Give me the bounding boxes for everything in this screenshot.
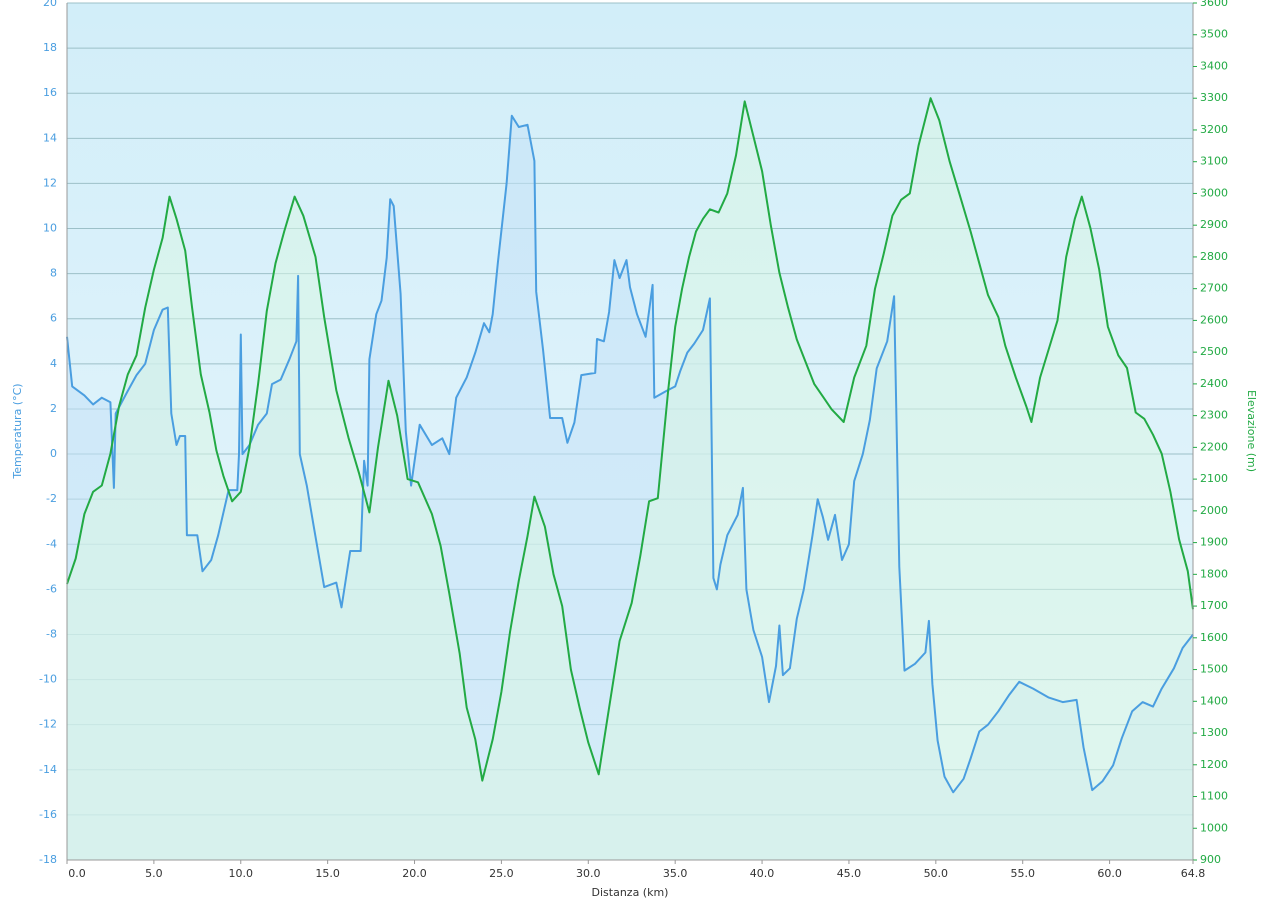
y2-tick-label: 3200	[1200, 123, 1228, 136]
y-tick-label: 8	[50, 267, 57, 280]
x-tick-label: 10.0	[229, 867, 254, 880]
y-tick-label: -2	[46, 492, 57, 505]
y2-tick-label: 2500	[1200, 345, 1228, 358]
y2-tick-label: 3000	[1200, 186, 1228, 199]
y-tick-label: -14	[39, 763, 57, 776]
y-tick-label: 2	[50, 402, 57, 415]
y-tick-label: -18	[39, 853, 57, 866]
y2-tick-label: 1100	[1200, 790, 1228, 803]
x-tick-label: 60.0	[1097, 867, 1122, 880]
y-tick-label: 6	[50, 312, 57, 325]
line	[66, 97, 1194, 782]
y-tick-label: 4	[50, 357, 57, 370]
x-tick-label: 55.0	[1010, 867, 1035, 880]
y2-tick-label: 900	[1200, 853, 1221, 866]
y-tick-label: -16	[39, 808, 57, 821]
y-tick-label: -10	[39, 673, 57, 686]
y-tick-label: 10	[43, 222, 57, 235]
y-tick-label: 16	[43, 86, 57, 99]
y-tick-label: 0	[50, 447, 57, 460]
y2-tick-label: 3100	[1200, 155, 1228, 168]
y2-tick-label: 3500	[1200, 28, 1228, 41]
x-tick-label: 45.0	[837, 867, 862, 880]
y-tick-label: -4	[46, 537, 57, 550]
line	[66, 114, 1194, 794]
y2-tick-label: 1500	[1200, 663, 1228, 676]
y2-tick-label: 2900	[1200, 218, 1228, 231]
y2-tick-label: 2800	[1200, 250, 1228, 263]
y2-tick-label: 2300	[1200, 409, 1228, 422]
y2-tick-label: 1900	[1200, 536, 1228, 549]
y-tick-label: -12	[39, 718, 57, 731]
x-tick-label: 20.0	[402, 867, 427, 880]
x-tick-label: 0.0	[68, 867, 86, 880]
y2-tick-label: 2200	[1200, 440, 1228, 453]
x-tick-label: 64.8	[1181, 867, 1206, 880]
y2-tick-label: 2100	[1200, 472, 1228, 485]
y2-tick-label: 1600	[1200, 631, 1228, 644]
x-tick-label: 5.0	[145, 867, 163, 880]
x-tick-label: 25.0	[489, 867, 514, 880]
y-tick-label: 18	[43, 41, 57, 54]
y2-tick-label: 2700	[1200, 282, 1228, 295]
x-tick-label: 35.0	[663, 867, 688, 880]
y2-axis-label: Elevazione (m)	[1245, 390, 1258, 472]
y2-tick-label: 1800	[1200, 567, 1228, 580]
y2-tick-label: 1700	[1200, 599, 1228, 612]
y2-tick-label: 2000	[1200, 504, 1228, 517]
y2-tick-label: 1400	[1200, 694, 1228, 707]
y2-tick-label: 3300	[1200, 91, 1228, 104]
area	[67, 98, 1193, 860]
y-tick-label: 20	[43, 0, 57, 9]
x-tick-label: 15.0	[315, 867, 340, 880]
y2-tick-label: 1000	[1200, 821, 1228, 834]
y2-tick-label: 1200	[1200, 758, 1228, 771]
y-axis-label: Temperatura (°C)	[11, 383, 24, 479]
y2-tick-label: 3400	[1200, 59, 1228, 72]
x-axis-label: Distanza (km)	[592, 886, 669, 899]
x-tick-label: 30.0	[576, 867, 601, 880]
y2-tick-label: 2600	[1200, 313, 1228, 326]
y2-tick-label: 2400	[1200, 377, 1228, 390]
y-tick-label: 14	[43, 131, 57, 144]
y2-tick-label: 3600	[1200, 0, 1228, 9]
y-tick-label: -8	[46, 627, 57, 640]
y2-tick-label: 1300	[1200, 726, 1228, 739]
y-tick-label: -6	[46, 582, 57, 595]
x-tick-label: 50.0	[924, 867, 949, 880]
y-tick-label: 12	[43, 176, 57, 189]
x-tick-label: 40.0	[750, 867, 775, 880]
